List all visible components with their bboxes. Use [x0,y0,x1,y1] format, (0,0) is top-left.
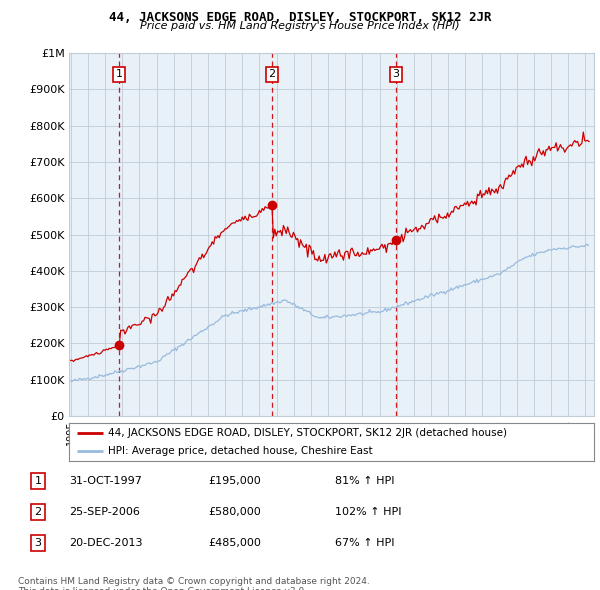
Text: 102% ↑ HPI: 102% ↑ HPI [335,507,401,517]
Text: HPI: Average price, detached house, Cheshire East: HPI: Average price, detached house, Ches… [109,445,373,455]
Text: 2: 2 [268,70,275,80]
Text: 2: 2 [34,507,41,517]
Text: 1: 1 [116,70,123,80]
Text: £580,000: £580,000 [208,507,260,517]
Text: 3: 3 [392,70,400,80]
Text: 25-SEP-2006: 25-SEP-2006 [70,507,140,517]
Text: Contains HM Land Registry data © Crown copyright and database right 2024.
This d: Contains HM Land Registry data © Crown c… [18,577,370,590]
Text: 3: 3 [34,537,41,548]
Text: 1: 1 [34,476,41,486]
Text: £195,000: £195,000 [208,476,260,486]
Text: 20-DEC-2013: 20-DEC-2013 [70,537,143,548]
Text: Price paid vs. HM Land Registry's House Price Index (HPI): Price paid vs. HM Land Registry's House … [140,21,460,31]
Text: 44, JACKSONS EDGE ROAD, DISLEY, STOCKPORT, SK12 2JR (detached house): 44, JACKSONS EDGE ROAD, DISLEY, STOCKPOR… [109,428,508,438]
Text: £485,000: £485,000 [208,537,261,548]
Text: 31-OCT-1997: 31-OCT-1997 [70,476,142,486]
Text: 67% ↑ HPI: 67% ↑ HPI [335,537,394,548]
Text: 44, JACKSONS EDGE ROAD, DISLEY, STOCKPORT, SK12 2JR: 44, JACKSONS EDGE ROAD, DISLEY, STOCKPOR… [109,11,491,24]
Text: 81% ↑ HPI: 81% ↑ HPI [335,476,394,486]
